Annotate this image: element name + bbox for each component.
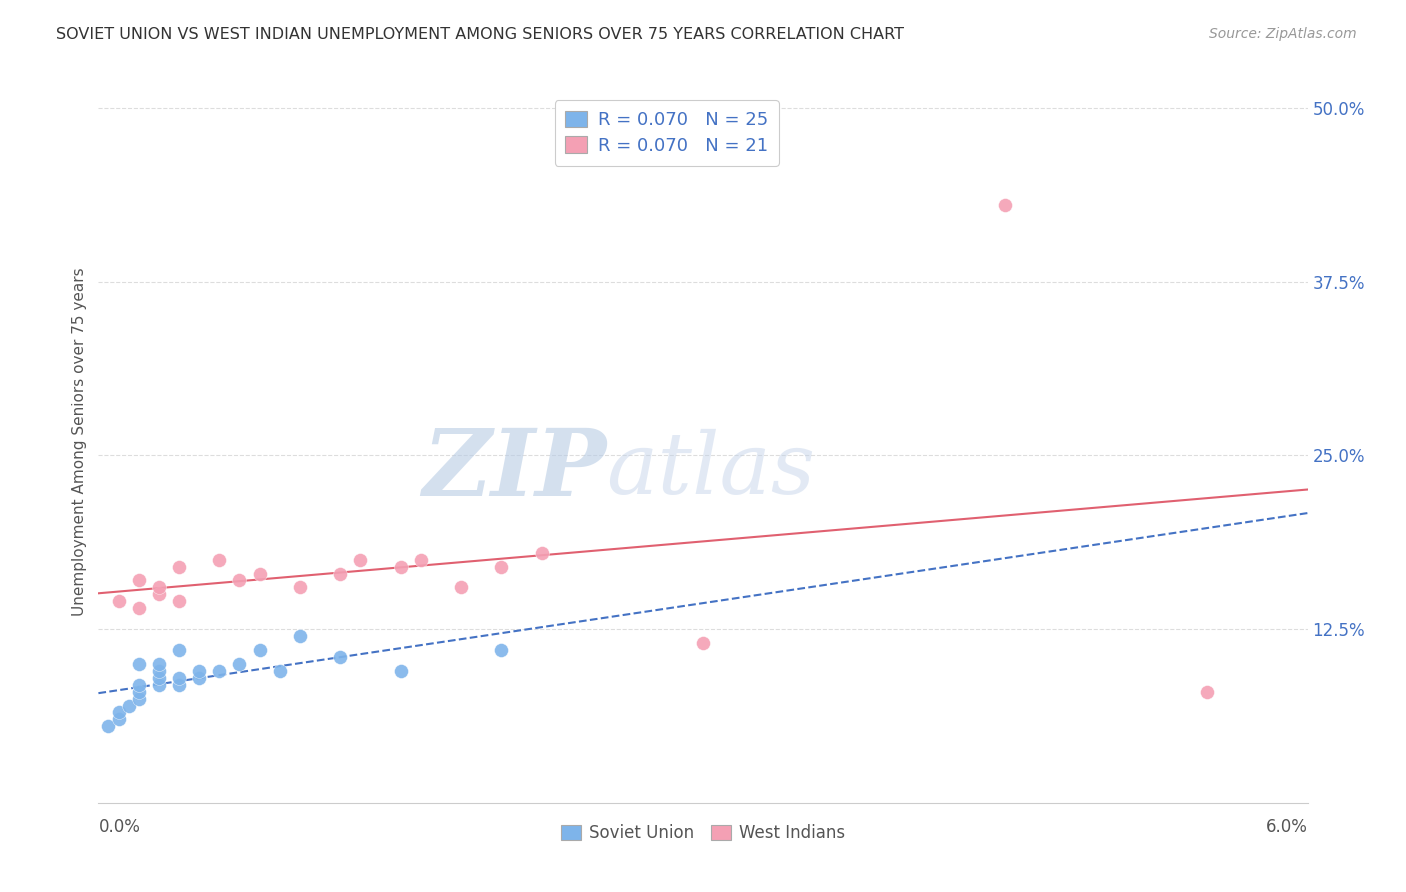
Point: [167, 643, 190, 657]
Point: [148, 678, 170, 692]
Point: [389, 664, 412, 678]
Point: [167, 559, 190, 574]
Point: [249, 643, 271, 657]
Text: ZIP: ZIP: [422, 425, 606, 516]
Point: [409, 552, 432, 566]
Text: SOVIET UNION VS WEST INDIAN UNEMPLOYMENT AMONG SENIORS OVER 75 YEARS CORRELATION: SOVIET UNION VS WEST INDIAN UNEMPLOYMENT…: [56, 27, 904, 42]
Text: 6.0%: 6.0%: [1265, 818, 1308, 836]
Point: [1195, 684, 1218, 698]
Point: [148, 581, 170, 595]
Point: [491, 643, 513, 657]
Point: [288, 581, 311, 595]
Point: [148, 587, 170, 601]
Text: atlas: atlas: [606, 429, 815, 512]
Point: [329, 566, 352, 581]
Point: [118, 698, 141, 713]
Point: [994, 198, 1017, 212]
Text: Source: ZipAtlas.com: Source: ZipAtlas.com: [1209, 27, 1357, 41]
Point: [128, 678, 150, 692]
Point: [128, 684, 150, 698]
Point: [107, 713, 129, 727]
Point: [167, 671, 190, 685]
Point: [107, 706, 129, 720]
Point: [249, 566, 271, 581]
Point: [128, 691, 150, 706]
Point: [188, 671, 211, 685]
Point: [349, 552, 371, 566]
Text: 0.0%: 0.0%: [98, 818, 141, 836]
Point: [167, 594, 190, 608]
Point: [530, 546, 553, 560]
Legend: Soviet Union, West Indians: Soviet Union, West Indians: [551, 814, 855, 852]
Point: [128, 601, 150, 615]
Point: [692, 636, 714, 650]
Point: [228, 657, 250, 671]
Point: [269, 664, 291, 678]
Point: [188, 664, 211, 678]
Point: [450, 581, 472, 595]
Point: [107, 594, 129, 608]
Point: [491, 559, 513, 574]
Point: [208, 664, 231, 678]
Point: [228, 574, 250, 588]
Point: [389, 559, 412, 574]
Y-axis label: Unemployment Among Seniors over 75 years: Unemployment Among Seniors over 75 years: [72, 268, 87, 615]
Point: [148, 671, 170, 685]
Point: [128, 574, 150, 588]
Point: [128, 657, 150, 671]
Point: [97, 719, 120, 733]
Point: [148, 664, 170, 678]
Point: [288, 629, 311, 643]
Point: [148, 657, 170, 671]
Point: [208, 552, 231, 566]
Point: [167, 678, 190, 692]
Point: [329, 649, 352, 664]
